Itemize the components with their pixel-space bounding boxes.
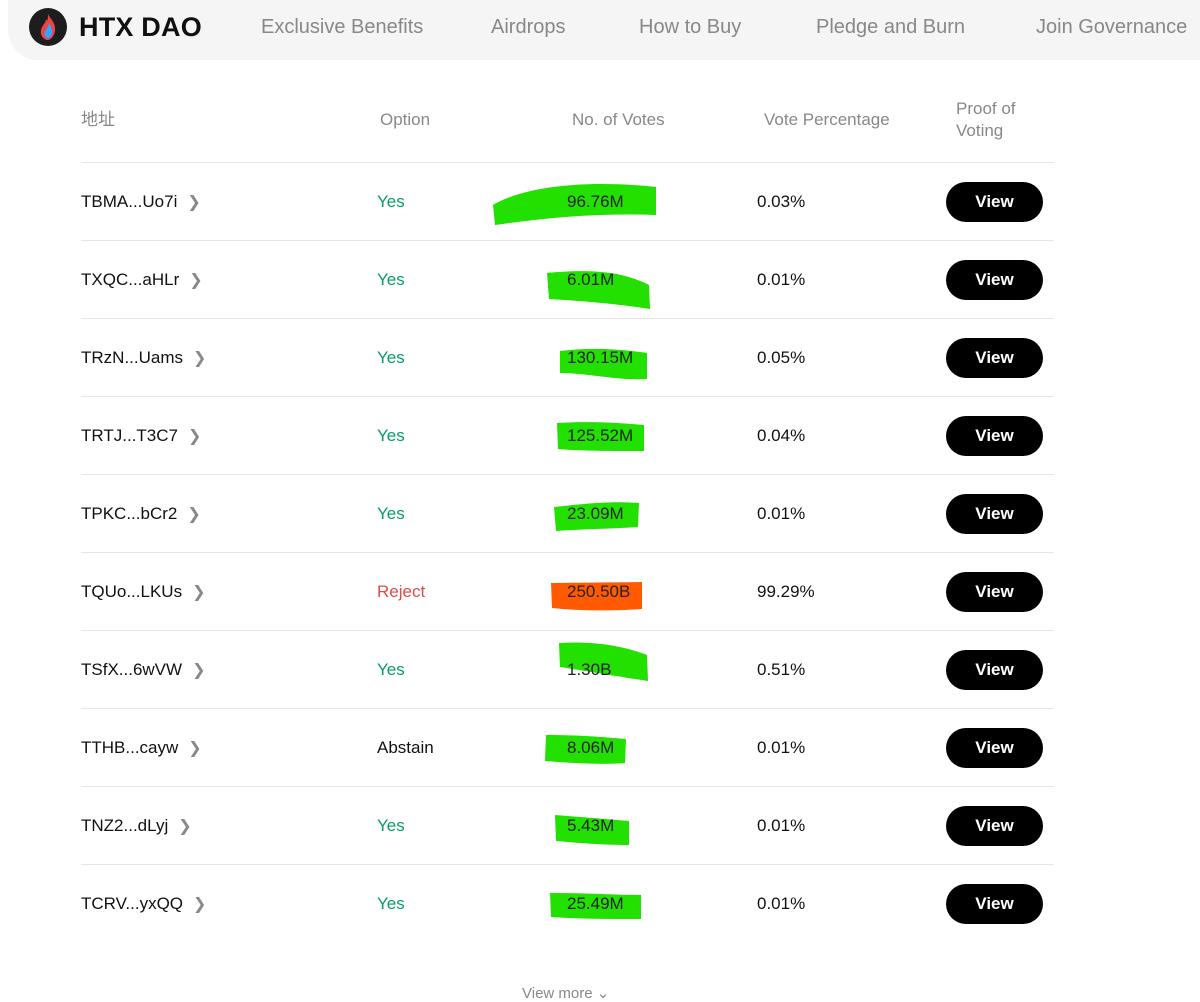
nav-pledge-and-burn[interactable]: Pledge and Burn (816, 16, 966, 38)
option-label: Yes (377, 348, 405, 367)
header-option: Option (380, 110, 431, 129)
top-navbar: HTX DAO Exclusive Benefits Airdrops How … (8, 0, 1200, 60)
votes-value: 8.06M (567, 738, 615, 757)
votes-value: 1.30B (567, 660, 612, 679)
votes-highlight-mark (559, 642, 648, 681)
option-label: Yes (377, 894, 405, 913)
table-row: TQUo...LKUs ❯ Reject 250.50B 99.29% View (81, 552, 1054, 630)
votes-highlight-mark (545, 735, 626, 764)
votes-highlight-mark (560, 348, 647, 380)
nav-how-to-buy[interactable]: How to Buy (639, 16, 742, 38)
chevron-right-icon: ❯ (193, 896, 207, 913)
view-proof-button[interactable]: View (946, 338, 1043, 378)
table-row: TRTJ...T3C7 ❯ Yes 125.52M 0.04% View (81, 396, 1054, 474)
vote-percentage: 0.51% (757, 660, 806, 679)
address-link[interactable]: TBMA...Uo7i ❯ (81, 192, 201, 211)
table-row: TNZ2...dLyj ❯ Yes 5.43M 0.01% View (81, 786, 1054, 864)
vote-percentage: 0.05% (757, 348, 806, 367)
address-link[interactable]: TRzN...Uams ❯ (81, 348, 207, 367)
table-row: TBMA...Uo7i ❯ Yes 96.76M 0.03% View (81, 162, 1054, 240)
votes-highlight-mark (554, 502, 639, 531)
votes-value: 125.52M (567, 426, 634, 445)
view-proof-button[interactable]: View (946, 260, 1043, 300)
htx-flame-logo-icon[interactable] (28, 7, 68, 47)
vote-percentage: 0.04% (757, 426, 806, 445)
option-label: Yes (377, 192, 405, 211)
option-label: Reject (377, 582, 426, 601)
chevron-right-icon: ❯ (187, 194, 201, 211)
brand-name[interactable]: HTX DAO (79, 12, 202, 42)
address-link[interactable]: TSfX...6wVW ❯ (81, 660, 206, 679)
chevron-right-icon: ❯ (192, 662, 206, 679)
table-row: TXQC...aHLr ❯ Yes 6.01M 0.01% View (81, 240, 1054, 318)
table-row: TCRV...yxQQ ❯ Yes 25.49M 0.01% View (81, 864, 1054, 942)
votes-highlight-mark (551, 582, 642, 611)
votes-value: 130.15M (567, 348, 634, 367)
chevron-right-icon: ❯ (193, 350, 207, 367)
view-proof-button[interactable]: View (946, 884, 1043, 924)
address-link[interactable]: TXQC...aHLr ❯ (81, 270, 203, 289)
votes-highlight-mark (557, 422, 644, 451)
chevron-right-icon: ❯ (187, 506, 201, 523)
view-proof-button[interactable]: View (946, 572, 1043, 612)
option-label: Yes (377, 270, 405, 289)
view-proof-button[interactable]: View (946, 650, 1043, 690)
table-row: TRzN...Uams ❯ Yes 130.15M 0.05% View (81, 318, 1054, 396)
chevron-right-icon: ❯ (187, 428, 202, 445)
header-proof-of-voting: Proof of Voting (956, 99, 1016, 140)
option-label: Yes (377, 504, 405, 523)
option-label: Abstain (377, 738, 434, 757)
votes-highlight-mark (555, 815, 629, 845)
table-row: TTHB...cayw ❯ Abstain 8.06M 0.01% View (81, 708, 1054, 786)
address-link[interactable]: TRTJ...T3C7 ❯ (81, 426, 202, 445)
header-address: 地址 (81, 110, 115, 129)
votes-highlight-mark (493, 184, 656, 225)
vote-percentage: 0.01% (757, 504, 806, 523)
view-more-link[interactable]: View more ⌄ (522, 985, 610, 1002)
votes-value: 25.49M (567, 894, 624, 913)
view-proof-button[interactable]: View (946, 494, 1043, 534)
option-label: Yes (377, 426, 405, 445)
nav-exclusive-benefits[interactable]: Exclusive Benefits (261, 16, 424, 38)
chevron-right-icon: ❯ (188, 740, 202, 757)
chevron-right-icon: ❯ (178, 818, 192, 835)
address-link[interactable]: TNZ2...dLyj ❯ (81, 816, 192, 835)
view-proof-button[interactable]: View (946, 182, 1043, 222)
chevron-right-icon: ❯ (192, 584, 206, 601)
option-label: Yes (377, 816, 405, 835)
header-vote-percentage: Vote Percentage (764, 110, 890, 129)
vote-percentage: 0.01% (757, 270, 806, 289)
vote-percentage: 0.01% (757, 894, 806, 913)
address-link[interactable]: TPKC...bCr2 ❯ (81, 504, 201, 523)
votes-value: 23.09M (567, 504, 624, 523)
address-link[interactable]: TTHB...cayw ❯ (81, 738, 202, 757)
votes-value: 6.01M (567, 270, 615, 289)
votes-value: 250.50B (567, 582, 631, 601)
nav-airdrops[interactable]: Airdrops (491, 16, 566, 38)
address-link[interactable]: TCRV...yxQQ ❯ (81, 894, 207, 913)
option-label: Yes (377, 660, 405, 679)
view-proof-button[interactable]: View (946, 806, 1043, 846)
view-proof-button[interactable]: View (946, 728, 1043, 768)
chevron-down-icon: ⌄ (596, 985, 610, 1002)
table-row: TSfX...6wVW ❯ Yes 1.30B 0.51% View (81, 630, 1054, 708)
nav-join-governance[interactable]: Join Governance (1036, 16, 1188, 38)
header-votes: No. of Votes (572, 110, 665, 129)
vote-percentage: 0.01% (757, 738, 806, 757)
votes-value: 96.76M (567, 192, 624, 211)
votes-value: 5.43M (567, 816, 615, 835)
address-link[interactable]: TQUo...LKUs ❯ (81, 582, 206, 601)
table-row: TPKC...bCr2 ❯ Yes 23.09M 0.01% View (81, 474, 1054, 552)
vote-percentage: 0.01% (757, 816, 806, 835)
vote-percentage: 99.29% (757, 582, 815, 601)
votes-highlight-mark (547, 271, 650, 309)
view-proof-button[interactable]: View (946, 416, 1043, 456)
votes-highlight-mark (550, 893, 641, 919)
chevron-right-icon: ❯ (189, 272, 203, 289)
vote-percentage: 0.03% (757, 192, 806, 211)
